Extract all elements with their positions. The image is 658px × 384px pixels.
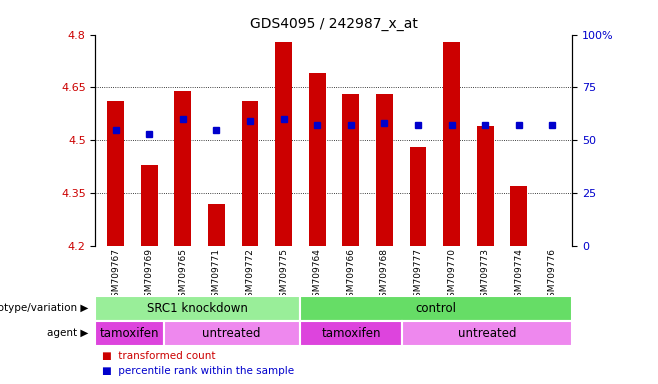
- Bar: [342, 94, 359, 246]
- Bar: [174, 91, 191, 246]
- Bar: [300, 296, 572, 321]
- Text: tamoxifen: tamoxifen: [321, 327, 381, 339]
- Text: untreated: untreated: [458, 327, 517, 339]
- Bar: [208, 204, 225, 246]
- Text: control: control: [416, 302, 457, 314]
- Bar: [409, 147, 426, 246]
- Text: GSM709769: GSM709769: [145, 248, 154, 303]
- Bar: [141, 165, 157, 246]
- Text: GSM709775: GSM709775: [279, 248, 288, 303]
- Text: GSM709768: GSM709768: [380, 248, 389, 303]
- Text: GSM709777: GSM709777: [413, 248, 422, 303]
- Text: ■  transformed count: ■ transformed count: [102, 351, 215, 361]
- Text: agent ▶: agent ▶: [47, 328, 89, 338]
- Text: genotype/variation ▶: genotype/variation ▶: [0, 303, 89, 313]
- Bar: [544, 246, 561, 316]
- Bar: [95, 321, 164, 346]
- Text: GSM709764: GSM709764: [313, 248, 322, 303]
- Bar: [95, 296, 300, 321]
- Bar: [443, 41, 460, 246]
- Text: GSM709770: GSM709770: [447, 248, 456, 303]
- Bar: [300, 321, 402, 346]
- Text: GSM709765: GSM709765: [178, 248, 188, 303]
- Bar: [241, 101, 259, 246]
- Bar: [309, 73, 326, 246]
- Text: GSM709771: GSM709771: [212, 248, 221, 303]
- Text: GSM709774: GSM709774: [514, 248, 523, 303]
- Text: untreated: untreated: [203, 327, 261, 339]
- Bar: [107, 101, 124, 246]
- Text: GSM709776: GSM709776: [548, 248, 557, 303]
- Text: GSM709767: GSM709767: [111, 248, 120, 303]
- Text: GSM709766: GSM709766: [346, 248, 355, 303]
- Title: GDS4095 / 242987_x_at: GDS4095 / 242987_x_at: [250, 17, 418, 31]
- Bar: [164, 321, 300, 346]
- Bar: [275, 41, 292, 246]
- Bar: [511, 186, 527, 246]
- Text: ■  percentile rank within the sample: ■ percentile rank within the sample: [102, 366, 294, 376]
- Text: tamoxifen: tamoxifen: [100, 327, 159, 339]
- Text: GSM709772: GSM709772: [245, 248, 255, 303]
- Bar: [402, 321, 572, 346]
- Bar: [376, 94, 393, 246]
- Text: SRC1 knockdown: SRC1 knockdown: [147, 302, 248, 314]
- Bar: [476, 126, 494, 246]
- Text: GSM709773: GSM709773: [480, 248, 490, 303]
